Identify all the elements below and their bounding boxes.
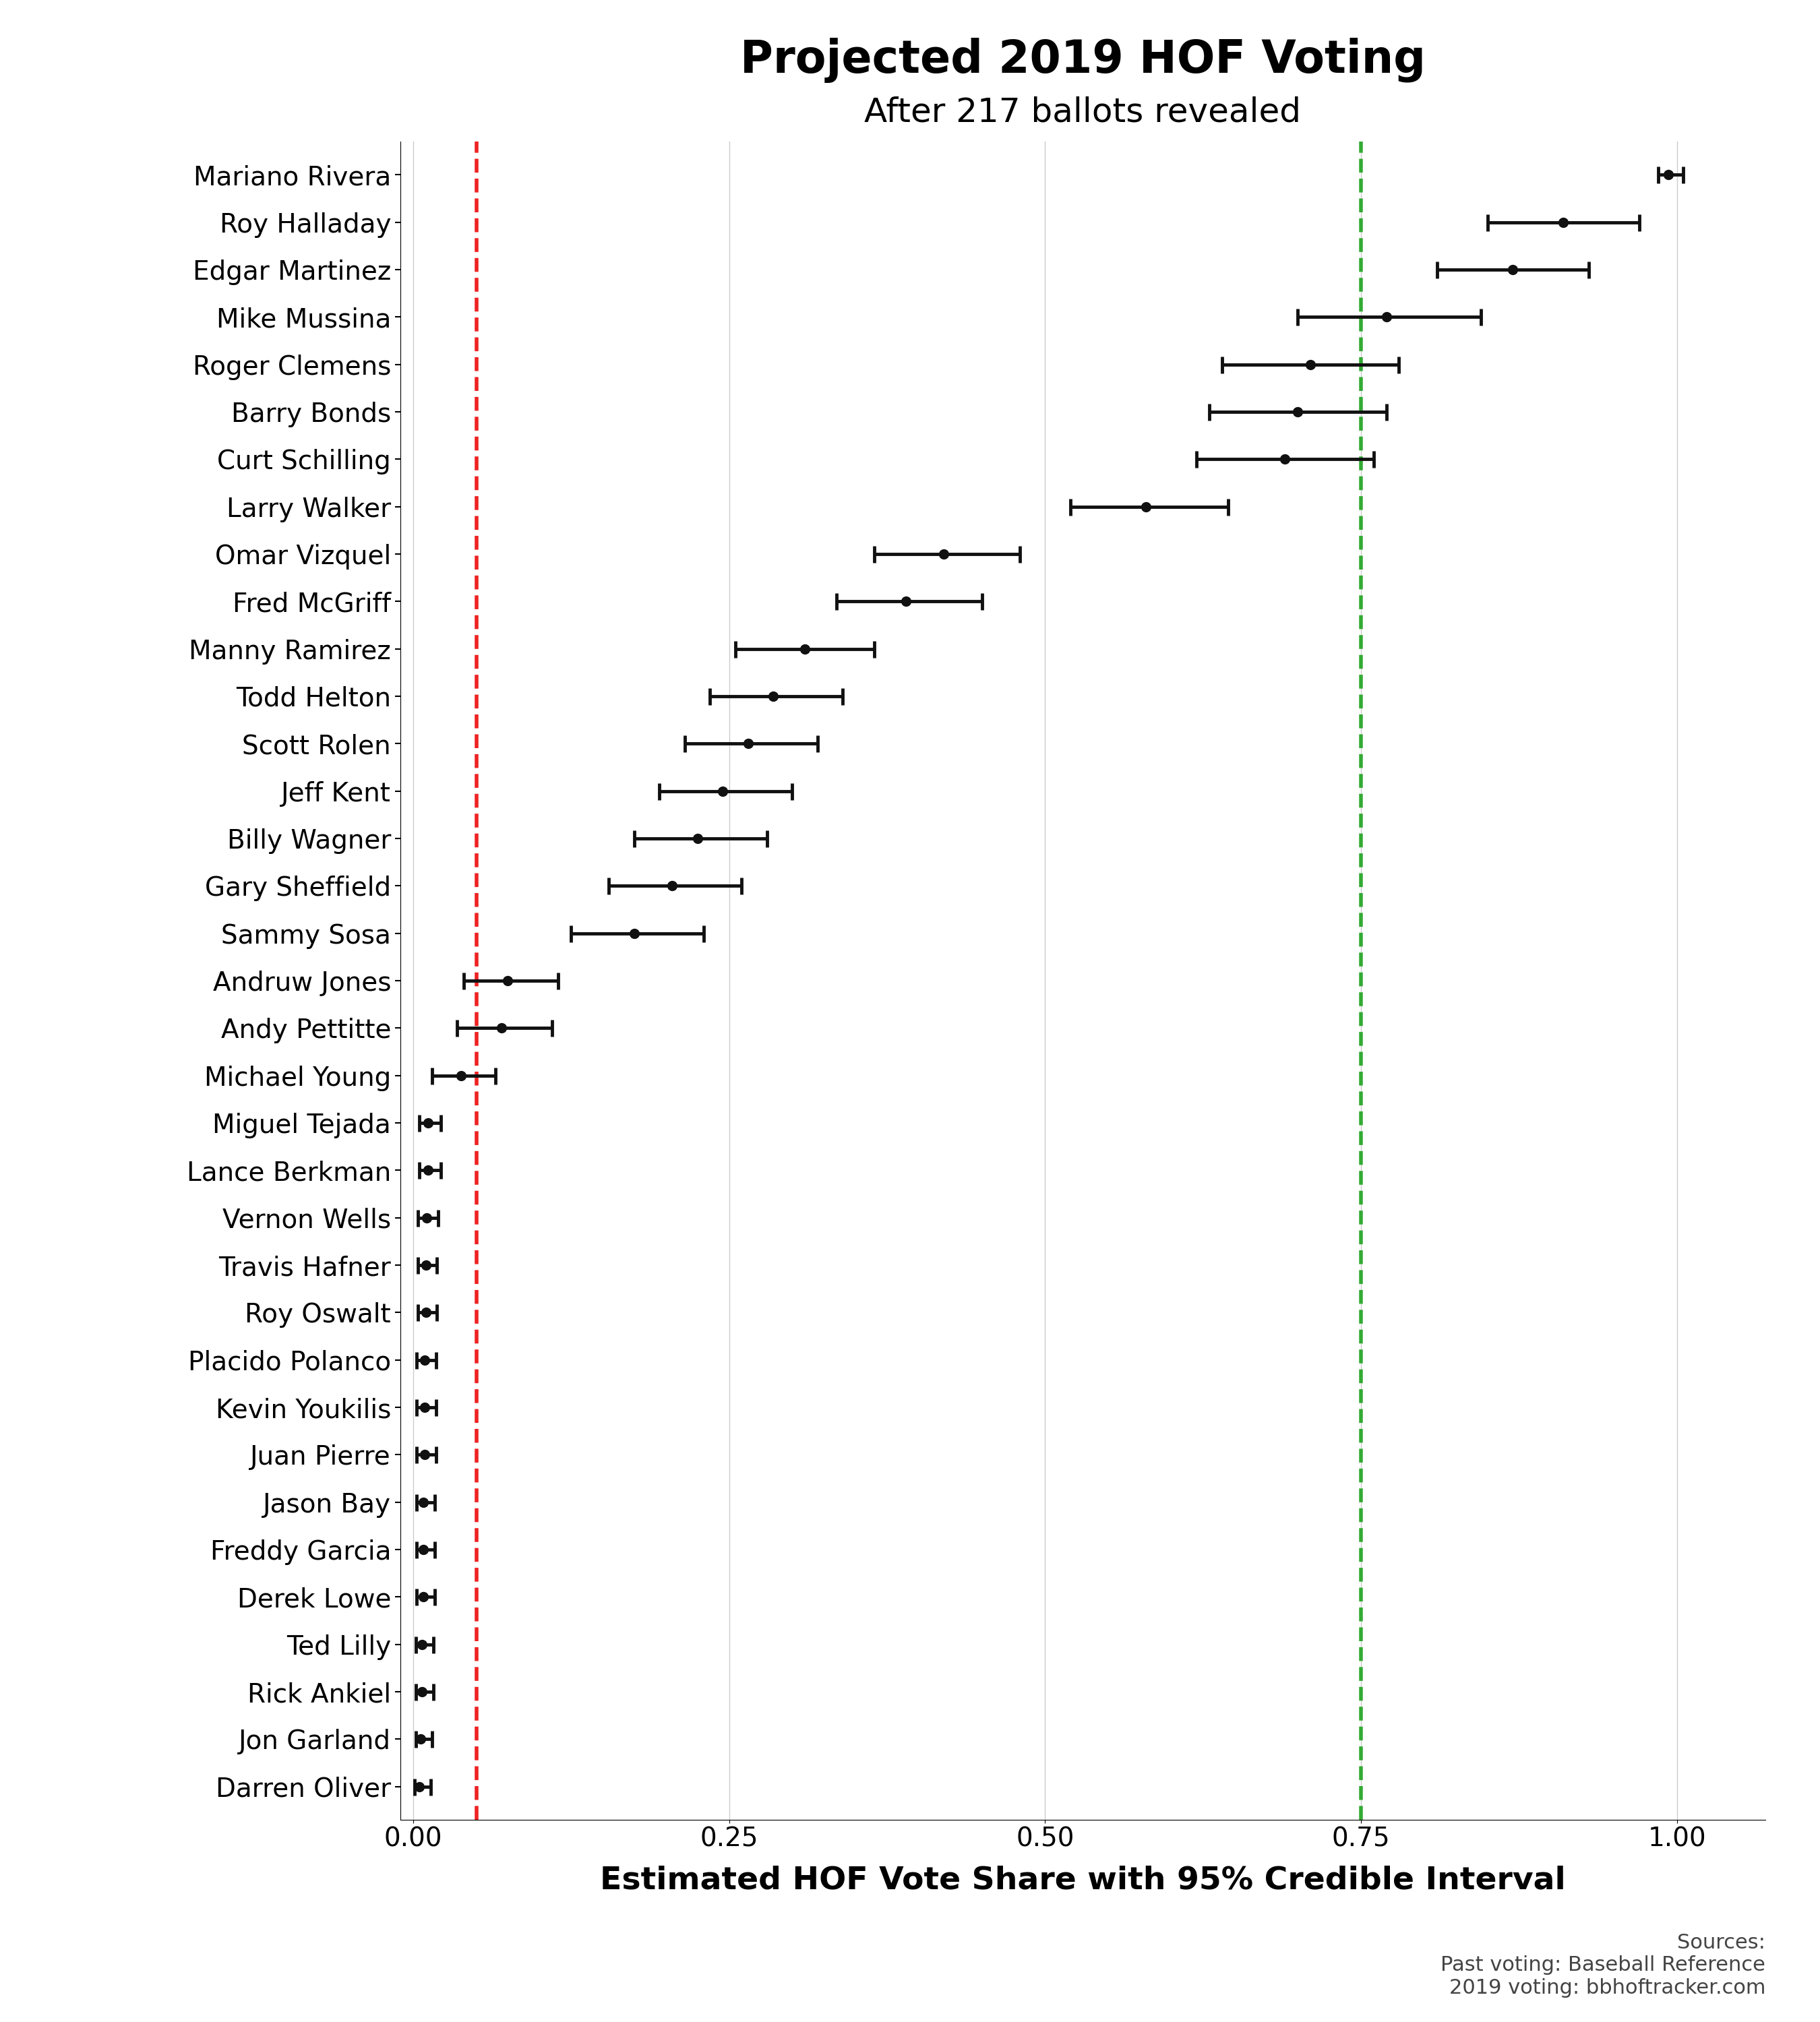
Text: Sources:
Past voting: Baseball Reference
2019 voting: bbhoftracker.com: Sources: Past voting: Baseball Reference… [1441,1933,1765,1998]
Text: Projected 2019 HOF Voting: Projected 2019 HOF Voting [741,38,1425,83]
Text: After 217 ballots revealed: After 217 ballots revealed [864,95,1301,127]
X-axis label: Estimated HOF Vote Share with 95% Credible Interval: Estimated HOF Vote Share with 95% Credib… [601,1864,1565,1895]
